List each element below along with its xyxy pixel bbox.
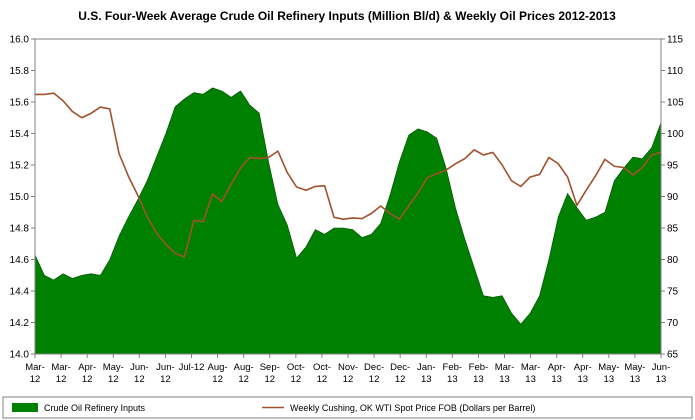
right-axis-tick-label: 90 [667, 192, 679, 203]
legend-box [2, 396, 693, 419]
right-axis-tick-label: 80 [667, 255, 679, 266]
x-axis-tick-label: Mar- [495, 362, 515, 373]
x-axis-tick-label: Apr- [574, 362, 592, 373]
x-axis-tick-label: Jun- [130, 362, 148, 373]
left-axis-tick-label: 14.2 [10, 318, 30, 329]
x-axis-tick-label-year: 13 [447, 374, 458, 385]
x-axis-tick-label-year: 13 [473, 374, 484, 385]
chart-legend: Crude Oil Refinery Inputs Weekly Cushing… [2, 396, 693, 419]
oil-price-line-series [35, 92, 662, 258]
x-axis-tick-label: Jun- [652, 362, 670, 373]
left-axis-tick-label: 15.8 [10, 66, 30, 77]
left-axis-tick-label: 15.0 [10, 192, 30, 203]
right-axis-tick-label: 115 [667, 35, 683, 46]
x-axis-tick-label: Apr- [78, 362, 96, 373]
left-axis-tick-label: 15.2 [10, 161, 30, 172]
x-axis-tick-label-year: 12 [291, 374, 302, 385]
x-axis-tick-label-year: 12 [317, 374, 328, 385]
x-axis: Mar-12Mar-12Apr-12May-12Jun-12Jun-12Jul-… [25, 354, 670, 385]
refinery-inputs-area [34, 87, 662, 355]
x-axis-tick-label-year: 12 [343, 374, 354, 385]
left-axis-tick-label: 15.4 [10, 129, 30, 140]
x-axis-tick-label: May- [598, 362, 619, 373]
chart-title: U.S. Four-Week Average Crude Oil Refiner… [78, 9, 616, 23]
left-axis-tick-label: 14.0 [10, 350, 30, 361]
x-axis-tick-label: May- [624, 362, 645, 373]
x-axis-tick-label: Mar- [25, 362, 45, 373]
x-axis-tick-label-year: 13 [525, 374, 536, 385]
oil-price-line [35, 92, 662, 258]
x-axis-tick-label-year: 12 [108, 374, 119, 385]
x-axis-tick-label-year: 12 [160, 374, 171, 385]
right-axis-tick-label: 95 [667, 161, 679, 172]
legend-line-label: Weekly Cushing, OK WTI Spot Price FOB (D… [290, 403, 535, 413]
left-y-axis: 14.0 14.2 14.4 14.6 14.8 15.0 15.2 15.4 15.6 15.8… [10, 35, 35, 361]
x-axis-tick-label: Oct- [287, 362, 305, 373]
right-axis-tick-label: 105 [667, 98, 684, 109]
left-axis-tick-label: 15.6 [10, 98, 30, 109]
refinery-inputs-area-series [34, 87, 662, 355]
x-axis-tick-label: Dec- [390, 362, 410, 373]
x-axis-tick-label-year: 13 [630, 374, 641, 385]
legend-area-label: Crude Oil Refinery Inputs [44, 403, 146, 413]
x-axis-tick-label-year: 12 [134, 374, 145, 385]
right-axis-tick-label: 65 [667, 350, 679, 361]
x-axis-tick-label: Apr- [548, 362, 566, 373]
left-axis-tick-label: 14.6 [10, 255, 30, 266]
x-axis-tick-label-year: 12 [238, 374, 249, 385]
x-axis-tick-label: Sep- [260, 362, 280, 373]
right-axis-tick-label: 100 [667, 129, 684, 140]
x-axis-tick-label-year: 12 [395, 374, 406, 385]
x-axis-tick-label-year: 12 [30, 374, 41, 385]
x-axis-tick-label: Aug- [234, 362, 254, 373]
legend-area-swatch [12, 403, 38, 412]
x-axis-tick-label-year: 12 [56, 374, 67, 385]
x-axis-tick-label-year: 12 [82, 374, 93, 385]
x-axis-tick-label-year: 12 [264, 374, 275, 385]
left-axis-tick-label: 14.4 [10, 287, 30, 298]
x-axis-tick-label: Dec- [364, 362, 384, 373]
x-axis-tick-label: Feb- [469, 362, 489, 373]
x-axis-tick-label-year: 13 [604, 374, 615, 385]
right-y-axis: 65 70 75 80 85 90 95 100 105 110 115 [661, 35, 684, 361]
x-axis-tick-label-year: 12 [212, 374, 223, 385]
x-axis-tick-label: Mar- [51, 362, 71, 373]
right-axis-tick-label: 75 [667, 287, 679, 298]
x-axis-tick-label: Jun- [156, 362, 174, 373]
x-axis-tick-label-year: 13 [656, 374, 667, 385]
x-axis-tick-label-year: 13 [421, 374, 432, 385]
x-axis-tick-label: Jan- [417, 362, 435, 373]
x-axis-tick-label: Feb- [443, 362, 463, 373]
x-axis-tick-label: Aug- [208, 362, 228, 373]
x-axis-tick-label: Nov- [338, 362, 358, 373]
left-axis-tick-label: 16.0 [10, 35, 30, 46]
x-axis-tick-label-year: 13 [551, 374, 562, 385]
x-axis-tick-label: Jul-12 [179, 362, 205, 373]
x-axis-tick-label-year: 12 [369, 374, 380, 385]
x-axis-tick-label: Mar- [521, 362, 541, 373]
x-axis-tick-label: May- [103, 362, 124, 373]
right-axis-tick-label: 85 [667, 224, 679, 235]
left-axis-tick-label: 14.8 [10, 224, 30, 235]
x-axis-tick-label-year: 13 [577, 374, 588, 385]
x-axis-tick-label-year: 13 [499, 374, 510, 385]
right-axis-tick-label: 110 [667, 66, 683, 77]
x-axis-tick-label: Oct- [313, 362, 331, 373]
right-axis-tick-label: 70 [667, 318, 679, 329]
